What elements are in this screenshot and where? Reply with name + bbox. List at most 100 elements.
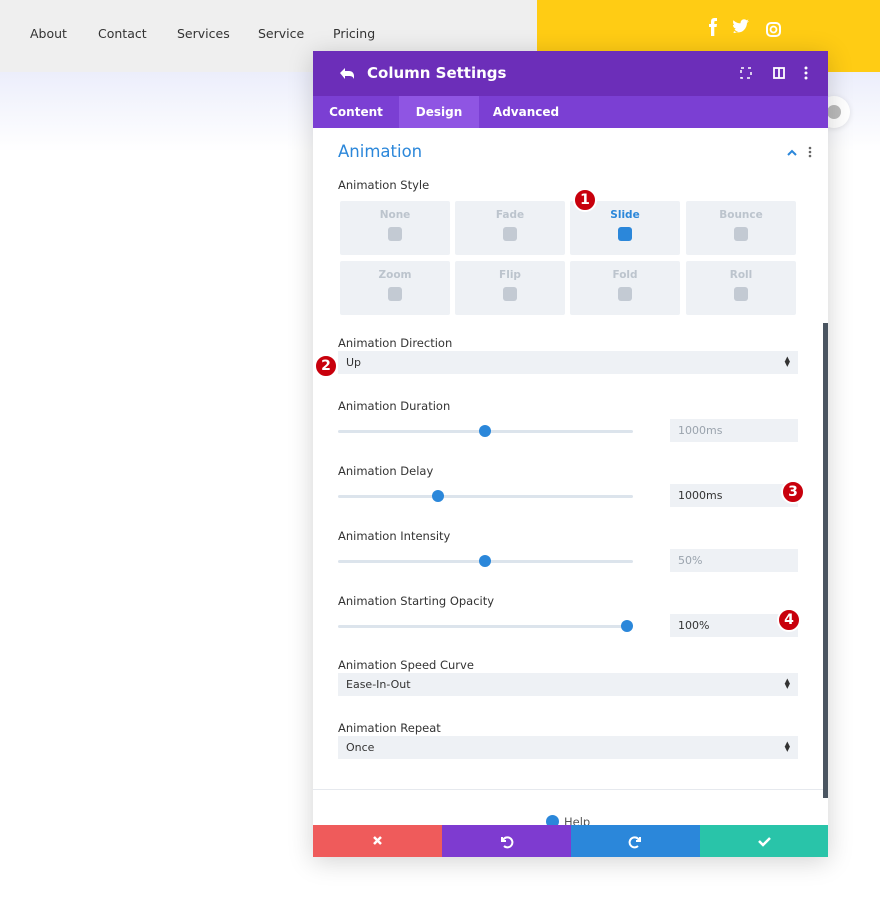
collapse-icon[interactable]: [787, 149, 797, 156]
slider-handle[interactable]: [621, 620, 633, 632]
option-icon: [618, 287, 632, 301]
slider-handle[interactable]: [479, 555, 491, 567]
field-label: Animation Speed Curve: [338, 658, 474, 672]
tab[interactable]: Advanced: [492, 105, 560, 119]
slider-track[interactable]: [338, 495, 633, 498]
option-icon: [503, 227, 517, 241]
animation-style-option[interactable]: Fold: [570, 261, 680, 315]
field-label: Animation Style: [338, 178, 430, 192]
animation-style-option[interactable]: Slide: [570, 201, 680, 255]
slider-handle[interactable]: [479, 425, 491, 437]
panel-title: Column Settings: [367, 64, 507, 82]
option-icon: [503, 287, 517, 301]
option-icon: [618, 227, 632, 241]
annotation-badge: 1: [573, 188, 597, 212]
option-label: None: [379, 209, 411, 221]
field-label: Animation Duration: [338, 399, 451, 413]
option-icon: [388, 227, 402, 241]
button-icon: [827, 105, 841, 119]
option-label: Roll: [729, 269, 753, 281]
save-button[interactable]: [700, 825, 828, 857]
help-icon: [546, 815, 559, 828]
text-input[interactable]: 1000ms: [670, 419, 798, 442]
animation-style-option[interactable]: Zoom: [340, 261, 450, 315]
menu-dot[interactable]: [804, 66, 808, 70]
select-value: Ease-In-Out: [346, 678, 411, 691]
slider-handle[interactable]: [432, 490, 444, 502]
section-controls: [787, 146, 812, 158]
header-icons: [340, 66, 808, 80]
scrollbar[interactable]: [823, 323, 828, 798]
menu-dot[interactable]: [804, 71, 808, 75]
nav-link[interactable]: Pricing: [333, 26, 376, 41]
section-title[interactable]: Animation: [338, 142, 423, 161]
text-input[interactable]: 50%: [670, 549, 798, 572]
nav-link[interactable]: Service: [258, 26, 305, 41]
input-value: 1000ms: [678, 489, 723, 502]
annotation-badge: 2: [314, 354, 338, 378]
back-icon[interactable]: [340, 68, 354, 79]
field-label: Animation Repeat: [338, 721, 441, 735]
tab[interactable]: Content: [329, 105, 383, 119]
animation-style-option[interactable]: None: [340, 201, 450, 255]
select-arrows: ▲ ▼: [784, 677, 790, 690]
tab[interactable]: Design: [399, 96, 479, 128]
facebook-icon[interactable]: [709, 18, 717, 36]
select-arrows: ▲ ▼: [784, 740, 790, 753]
nav-link[interactable]: About: [30, 26, 67, 41]
menu-dot[interactable]: [808, 146, 812, 150]
animation-style-option[interactable]: Bounce: [686, 201, 796, 255]
select[interactable]: Up ▲ ▼: [338, 351, 798, 374]
input-value: 1000ms: [678, 424, 723, 437]
option-icon: [388, 287, 402, 301]
select-value: Up: [346, 356, 362, 369]
animation-style-option[interactable]: Flip: [455, 261, 565, 315]
panel-header: Column Settings: [313, 51, 828, 96]
text-input[interactable]: 1000ms: [670, 484, 798, 507]
input-value: 100%: [678, 619, 710, 632]
option-label: Flip: [499, 269, 521, 281]
instagram-lens: [769, 25, 778, 34]
option-label: Slide: [610, 209, 640, 221]
instagram-icon[interactable]: [766, 22, 781, 37]
option-label: Bounce: [719, 209, 763, 221]
menu-dot[interactable]: [804, 76, 808, 80]
save-icon: [758, 837, 771, 847]
annotation-badge: 4: [777, 608, 801, 632]
field-label: Animation Intensity: [338, 529, 451, 543]
field-label: Animation Direction: [338, 336, 453, 350]
cancel-icon: [373, 836, 382, 845]
option-label: Fade: [495, 209, 525, 221]
undo-icon: [501, 836, 514, 849]
divider: [313, 789, 828, 790]
option-label: Fold: [612, 269, 638, 281]
select[interactable]: Once ▲ ▼: [338, 736, 798, 759]
field-label: Animation Delay: [338, 464, 434, 478]
field-label: Animation Starting Opacity: [338, 594, 495, 608]
text-input[interactable]: 100%: [670, 614, 798, 637]
cancel-button[interactable]: [313, 825, 442, 857]
annotation-badge: 3: [781, 480, 805, 504]
option-label: Zoom: [378, 269, 412, 281]
menu-dot[interactable]: [808, 150, 812, 154]
redo-icon: [628, 836, 641, 849]
tab-bar: [313, 96, 828, 128]
redo-button[interactable]: [571, 825, 700, 857]
option-icon: [734, 287, 748, 301]
select-value: Once: [346, 741, 375, 754]
twitter-icon[interactable]: [733, 19, 749, 33]
slider-track[interactable]: [338, 625, 633, 628]
settings-panel: Column Settings Animation Animation Styl…: [313, 51, 828, 857]
select-arrows: ▲ ▼: [784, 355, 790, 368]
nav-link[interactable]: Services: [177, 26, 230, 41]
menu-dot[interactable]: [808, 154, 812, 158]
animation-style-option[interactable]: Fade: [455, 201, 565, 255]
undo-button[interactable]: [442, 825, 571, 857]
expand-icon[interactable]: [740, 67, 752, 79]
select[interactable]: Ease-In-Out ▲ ▼: [338, 673, 798, 696]
social-icons: [709, 18, 781, 37]
animation-style-option[interactable]: Roll: [686, 261, 796, 315]
nav-link[interactable]: Contact: [98, 26, 147, 41]
option-icon: [734, 227, 748, 241]
